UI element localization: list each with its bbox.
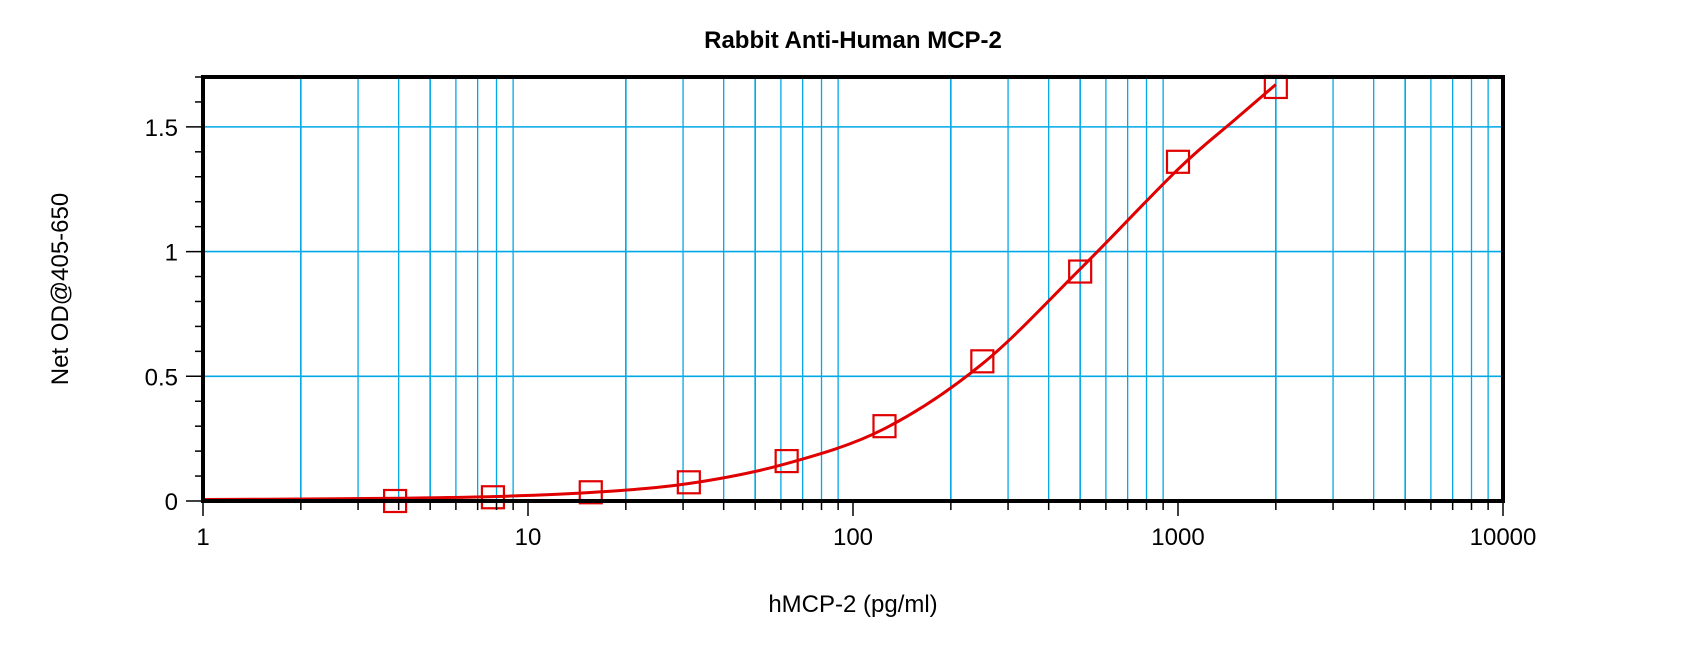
axes: 1 10 100 1000 10000 0 0.5 1 1.5	[145, 76, 1537, 551]
y-axis-label: Net OD@405-650	[47, 193, 74, 385]
plot-frame	[201, 75, 1505, 503]
fit-curve	[202, 83, 1277, 502]
x-tick-label: 100	[833, 524, 873, 551]
data-point-square	[872, 414, 897, 439]
data-point-square	[1165, 149, 1191, 174]
data-points	[382, 74, 1288, 514]
x-tick-label: 10000	[1470, 524, 1537, 551]
data-point-square	[480, 485, 506, 510]
chart-title: Rabbit Anti-Human MCP-2	[704, 27, 1002, 54]
data-point-square	[774, 448, 799, 474]
x-tick-label: 1000	[1151, 524, 1204, 551]
grid	[203, 77, 1503, 501]
y-tick-label: 1	[165, 240, 178, 267]
y-tick-label: 0.5	[145, 364, 178, 391]
data-point-square	[676, 470, 701, 495]
x-tick-label: 1	[196, 524, 209, 551]
fit-curve-layer	[202, 83, 1277, 502]
x-axis-label: hMCP-2 (pg/ml)	[768, 591, 937, 618]
x-tick-label: 10	[515, 524, 542, 551]
y-tick-label: 0	[165, 489, 178, 516]
data-point-square	[1068, 259, 1093, 284]
data-point-square	[970, 349, 995, 374]
data-point-square	[578, 480, 603, 505]
y-tick-label: 1.5	[145, 115, 178, 142]
